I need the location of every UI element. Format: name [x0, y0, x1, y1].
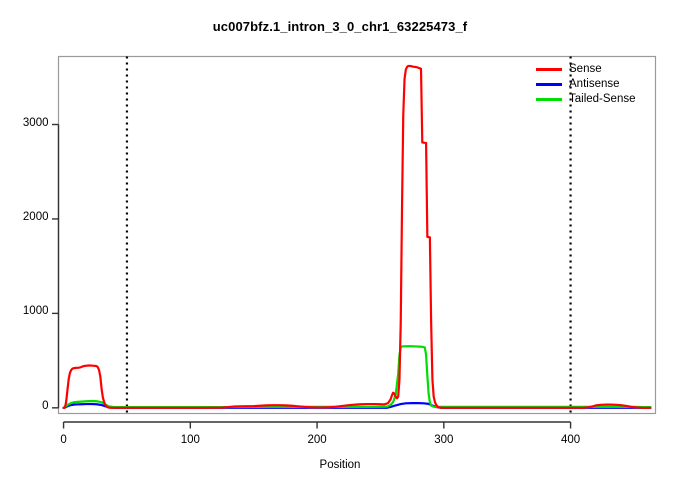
- legend-item: Antisense: [536, 77, 666, 92]
- series-line-sense: [62, 64, 652, 409]
- legend-label: Antisense: [569, 78, 620, 90]
- legend-item: Tailed-Sense: [536, 92, 666, 107]
- legend-color-swatch: [536, 68, 562, 71]
- y-tick-label: 3000: [22, 116, 49, 129]
- legend-item: Sense: [536, 62, 666, 77]
- x-tick-label: 0: [60, 433, 67, 446]
- x-tick-label: 400: [560, 433, 581, 446]
- x-tick-label: 100: [180, 433, 200, 446]
- y-tick-label: 1000: [22, 305, 49, 318]
- legend-color-swatch: [536, 83, 562, 86]
- legend-label: Tailed-Sense: [569, 93, 636, 105]
- legend-label: Sense: [569, 63, 602, 75]
- x-tick-label: 300: [434, 433, 454, 446]
- legend-color-swatch: [536, 98, 562, 101]
- x-tick-label: 200: [307, 433, 327, 446]
- y-tick-label: 2000: [22, 210, 49, 223]
- x-axis-label: Position: [319, 459, 361, 471]
- series-line-tailed-sense: [62, 345, 652, 409]
- plot-frame: [57, 55, 657, 415]
- y-tick-label: 0: [42, 399, 49, 412]
- chart-legend: Sense Antisense Tailed-Sense: [536, 62, 666, 107]
- chart-title: uc007bfz.1_intron_3_0_chr1_63225473_f: [212, 19, 468, 34]
